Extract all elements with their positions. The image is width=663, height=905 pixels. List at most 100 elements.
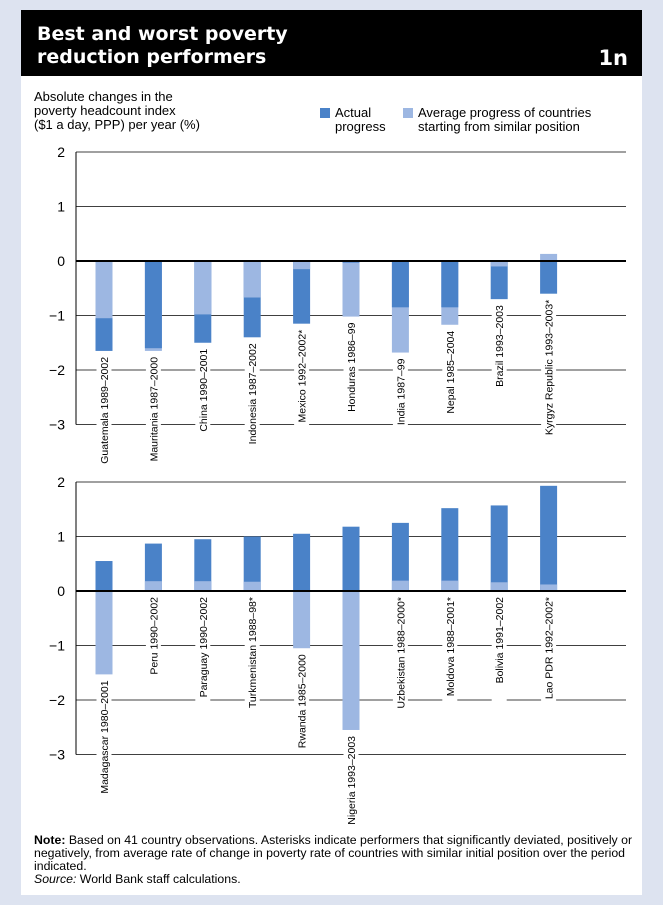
y-tick-label: −1 xyxy=(49,308,65,324)
bar-actual xyxy=(441,261,459,308)
bar-actual xyxy=(441,508,459,591)
category-label-bg xyxy=(343,733,359,840)
source-text: World Bank staff calculations. xyxy=(76,872,241,886)
category-label-bg xyxy=(541,595,557,707)
bar-actual xyxy=(194,539,212,591)
legend-label-actual: Actual progress xyxy=(335,105,386,134)
category-label: Guatemala 1989–2002 xyxy=(99,357,111,464)
category-label-bg xyxy=(343,320,359,421)
category-label: Kyrgyz Republic 1993–2003* xyxy=(544,300,556,435)
bar-actual xyxy=(391,261,409,308)
category-label: Nepal 1985–2004 xyxy=(445,331,457,414)
category-label: Paraguay 1990–2002 xyxy=(198,597,210,698)
legend-swatch-actual xyxy=(320,108,330,118)
bar-actual xyxy=(540,261,558,294)
bar-average xyxy=(441,580,459,591)
category-label: Uzbekistan 1988–2000* xyxy=(395,597,407,709)
category-label: Moldova 1988–2001* xyxy=(445,597,457,696)
category-label-bg xyxy=(442,328,458,423)
category-label-bg xyxy=(145,354,161,479)
y-tick-label: −3 xyxy=(49,747,65,763)
title-line-2: reduction performers xyxy=(37,46,267,68)
category-label: Indonesia 1987–2002 xyxy=(247,343,259,444)
y-tick-label: 0 xyxy=(57,583,65,599)
bar-actual xyxy=(293,533,311,591)
category-label-bg xyxy=(244,341,260,460)
bar-average xyxy=(540,253,558,261)
bar-average xyxy=(490,582,508,591)
figure-title: Best and worst poverty reduction perform… xyxy=(37,23,337,69)
y-axis-label-line: poverty headcount index xyxy=(34,103,176,118)
category-label-bg xyxy=(195,346,211,441)
bar-actual xyxy=(293,261,311,324)
bar-actual xyxy=(342,526,360,591)
category-label: Turkmenistan 1988–98* xyxy=(247,597,259,708)
bar-actual xyxy=(391,522,409,591)
category-label: Honduras 1986–99 xyxy=(346,322,358,411)
bar-average xyxy=(293,261,311,270)
bar-average xyxy=(144,581,162,591)
bar-average xyxy=(194,261,212,315)
y-axis-label-line: ($1 a day, PPP) per year (%) xyxy=(34,117,200,132)
category-label-bg xyxy=(96,678,112,803)
bar-actual xyxy=(144,261,162,349)
category-label: Lao PDR 1992–2002* xyxy=(544,597,556,699)
category-label-bg xyxy=(294,652,310,753)
y-tick-label: 0 xyxy=(57,253,65,269)
category-label-bg xyxy=(145,595,161,683)
legend-label-average: Average progress of countries starting f… xyxy=(418,105,592,134)
y-axis-label: Absolute changes in the poverty headcoun… xyxy=(34,90,200,132)
category-label: Mexico 1992–2002* xyxy=(297,330,309,423)
category-label-bg xyxy=(96,354,112,473)
legend-swatch-average xyxy=(403,108,413,118)
bar-actual xyxy=(243,536,261,591)
bar-actual xyxy=(144,543,162,591)
y-tick-label: 1 xyxy=(57,199,65,215)
category-label-bg xyxy=(491,595,507,701)
category-label: India 1987–99 xyxy=(395,358,407,425)
bar-actual xyxy=(490,505,508,591)
category-label-bg xyxy=(392,595,408,725)
title-line-1: Best and worst poverty xyxy=(37,23,288,45)
note-label: Note: xyxy=(34,833,66,847)
bar-average xyxy=(342,591,360,730)
category-label: Nigeria 1993–2003 xyxy=(346,736,358,825)
category-label: China 1990–2001 xyxy=(198,349,210,432)
bar-actual xyxy=(490,261,508,300)
y-tick-label: 1 xyxy=(57,529,65,545)
category-label-bg xyxy=(491,303,507,404)
y-tick-label: −2 xyxy=(49,362,65,378)
bar-actual xyxy=(95,561,113,591)
note-text: Based on 41 country observations. Asteri… xyxy=(34,833,633,873)
category-label-bg xyxy=(294,327,310,434)
figure-id: 1n xyxy=(598,46,628,70)
category-label: Mauritania 1987–2000 xyxy=(148,357,160,462)
source-label: Source: xyxy=(34,872,77,886)
bar-average xyxy=(243,581,261,591)
figure-header: Best and worst poverty reduction perform… xyxy=(21,10,642,76)
figure-note: Note: Based on 41 country observations. … xyxy=(34,834,634,886)
bar-average xyxy=(95,261,113,319)
category-label: Rwanda 1985–2000 xyxy=(297,654,309,748)
bar-average xyxy=(293,591,311,649)
bar-average xyxy=(342,261,360,317)
y-tick-label: 2 xyxy=(57,144,65,160)
category-label: Madagascar 1980–2001 xyxy=(99,680,111,793)
y-tick-label: 2 xyxy=(57,474,65,490)
y-tick-label: −3 xyxy=(49,417,65,433)
category-label: Peru 1990–2002 xyxy=(148,597,160,675)
bar-average xyxy=(490,261,508,267)
bar-actual xyxy=(540,485,558,591)
category-label-bg xyxy=(392,356,408,439)
y-tick-label: −1 xyxy=(49,638,65,654)
category-label-bg xyxy=(244,595,260,725)
category-label: Bolivia 1991–2002 xyxy=(494,597,506,684)
y-axis-label-line: Absolute changes in the xyxy=(34,89,173,104)
bar-average xyxy=(391,580,409,591)
category-label-bg xyxy=(541,297,557,458)
bar-average xyxy=(194,581,212,591)
y-tick-label: −2 xyxy=(49,692,65,708)
category-label: Brazil 1993–2003 xyxy=(494,305,506,387)
bar-average xyxy=(243,261,261,298)
